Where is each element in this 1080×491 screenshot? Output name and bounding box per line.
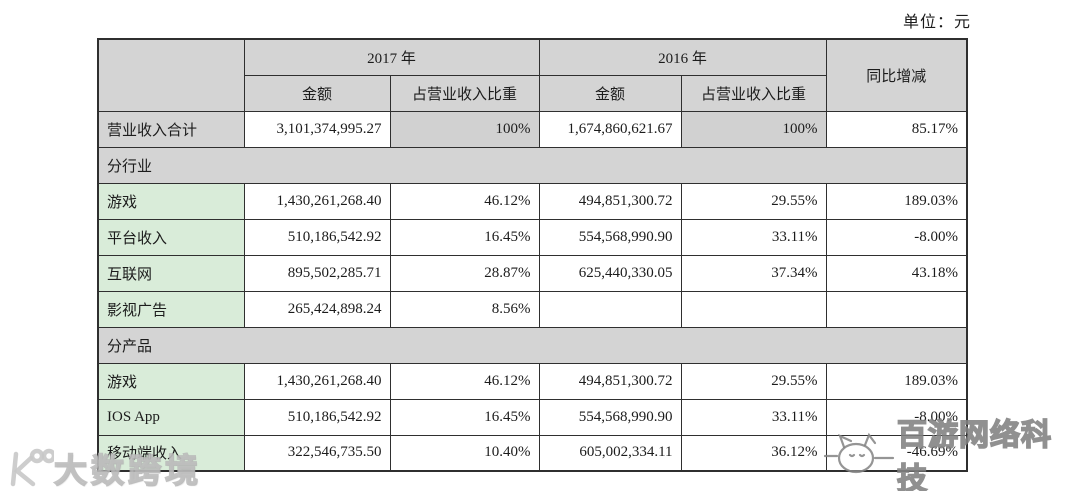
row-game-industry: 游戏 1,430,261,268.40 46.12% 494,851,300.7…: [97, 182, 968, 220]
section-by-industry: 分行业: [97, 146, 968, 184]
amount-2017-header: 金额: [243, 74, 391, 112]
row-ios-app: IOS App 510,186,542.92 16.45% 554,568,99…: [97, 398, 968, 436]
revenue-table-container: 2017 年 2016 年 同比增减 金额 占营业收入比重 金额 占营业收入比重…: [97, 38, 969, 472]
amount-2017-cell: 895,502,285.71: [243, 254, 391, 292]
row-revenue-total: 营业收入合计 3,101,374,995.27 100% 1,674,860,6…: [97, 110, 968, 148]
amount-2016-cell: 494,851,300.72: [538, 182, 682, 220]
amount-2017-cell: 3,101,374,995.27: [243, 110, 391, 148]
year-2016-header: 2016 年: [538, 38, 827, 76]
ratio-2016-cell: 33.11%: [680, 398, 827, 436]
amount-2016-cell: 554,568,990.90: [538, 218, 682, 256]
amount-2017-cell: 1,430,261,268.40: [243, 362, 391, 400]
amount-2017-cell: 510,186,542.92: [243, 218, 391, 256]
row-label: 游戏: [97, 362, 245, 400]
section-by-product: 分产品: [97, 326, 968, 364]
ratio-2017-cell: 8.56%: [389, 290, 540, 328]
ratio-2016-cell: [680, 290, 827, 328]
amount-2016-cell: 605,002,334.11: [538, 434, 682, 472]
amount-2016-cell: 1,674,860,621.67: [538, 110, 682, 148]
amount-2016-header: 金额: [538, 74, 682, 112]
yoy-cell: [825, 290, 968, 328]
amount-2017-cell: 322,546,735.50: [243, 434, 391, 472]
row-label: 影视广告: [97, 290, 245, 328]
ratio-2017-cell: 28.87%: [389, 254, 540, 292]
row-film-tv-ads: 影视广告 265,424,898.24 8.56%: [97, 290, 968, 328]
row-label: 互联网: [97, 254, 245, 292]
yoy-cell: 85.17%: [825, 110, 968, 148]
ratio-2017-cell: 10.40%: [389, 434, 540, 472]
header-row-years: 2017 年 2016 年 同比增减: [97, 38, 968, 112]
row-label: IOS App: [97, 398, 245, 436]
yoy-cell: -46.69%: [825, 434, 968, 472]
amount-2016-cell: 554,568,990.90: [538, 398, 682, 436]
row-label: 移动端收入: [97, 434, 245, 472]
corner-blank-cell: [97, 38, 245, 112]
row-label: 营业收入合计: [97, 110, 245, 148]
ratio-2016-cell: 29.55%: [680, 362, 827, 400]
yoy-cell: -8.00%: [825, 398, 968, 436]
row-label: 平台收入: [97, 218, 245, 256]
ratio-2016-cell: 37.34%: [680, 254, 827, 292]
ratio-2016-cell: 100%: [680, 110, 827, 148]
ratio-2017-header: 占营业收入比重: [389, 74, 540, 112]
ratio-2017-cell: 16.45%: [389, 218, 540, 256]
yoy-cell: 189.03%: [825, 182, 968, 220]
row-label: 游戏: [97, 182, 245, 220]
ratio-2016-cell: 36.12%: [680, 434, 827, 472]
yoy-cell: 189.03%: [825, 362, 968, 400]
yoy-cell: -8.00%: [825, 218, 968, 256]
ratio-2017-cell: 46.12%: [389, 182, 540, 220]
ratio-2017-cell: 100%: [389, 110, 540, 148]
yoy-header: 同比增减: [825, 38, 968, 112]
ratio-2017-cell: 16.45%: [389, 398, 540, 436]
header-row-metrics: 金额 占营业收入比重 金额 占营业收入比重: [98, 74, 967, 112]
amount-2017-cell: 510,186,542.92: [243, 398, 391, 436]
revenue-table: 2017 年 2016 年 同比增减 金额 占营业收入比重 金额 占营业收入比重…: [97, 38, 969, 472]
amount-2017-cell: 1,430,261,268.40: [243, 182, 391, 220]
unit-label: 单位：元: [903, 14, 972, 31]
ratio-2016-header: 占营业收入比重: [680, 74, 827, 112]
amount-2016-cell: 625,440,330.05: [538, 254, 682, 292]
year-2017-header: 2017 年: [243, 38, 540, 76]
ratio-2016-cell: 29.55%: [680, 182, 827, 220]
amount-2016-cell: [538, 290, 682, 328]
row-internet: 互联网 895,502,285.71 28.87% 625,440,330.05…: [97, 254, 968, 292]
yoy-cell: 43.18%: [825, 254, 968, 292]
ratio-2016-cell: 33.11%: [680, 218, 827, 256]
ratio-2017-cell: 46.12%: [389, 362, 540, 400]
amount-2017-cell: 265,424,898.24: [243, 290, 391, 328]
row-mobile-revenue: 移动端收入 322,546,735.50 10.40% 605,002,334.…: [97, 434, 968, 472]
section-label: 分行业: [97, 146, 968, 184]
row-game-product: 游戏 1,430,261,268.40 46.12% 494,851,300.7…: [97, 362, 968, 400]
row-platform-revenue: 平台收入 510,186,542.92 16.45% 554,568,990.9…: [97, 218, 968, 256]
k100-logo: [10, 448, 54, 487]
amount-2016-cell: 494,851,300.72: [538, 362, 682, 400]
section-label: 分产品: [97, 326, 968, 364]
